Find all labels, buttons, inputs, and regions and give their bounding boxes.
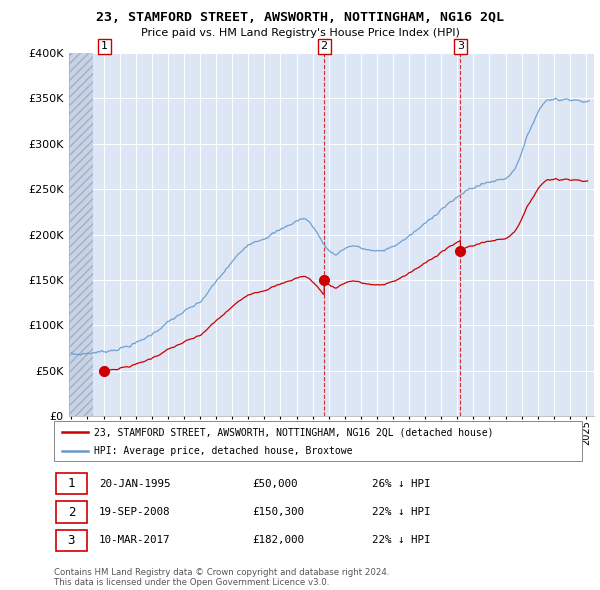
Text: 3: 3 xyxy=(68,534,75,547)
Text: 3: 3 xyxy=(457,41,464,51)
Text: £150,300: £150,300 xyxy=(252,507,304,517)
Text: 19-SEP-2008: 19-SEP-2008 xyxy=(99,507,170,517)
FancyBboxPatch shape xyxy=(54,421,582,461)
FancyBboxPatch shape xyxy=(56,502,87,523)
Text: 2: 2 xyxy=(68,506,75,519)
Text: 2: 2 xyxy=(320,41,328,51)
Text: 20-JAN-1995: 20-JAN-1995 xyxy=(99,479,170,489)
FancyBboxPatch shape xyxy=(56,530,87,551)
Text: £182,000: £182,000 xyxy=(252,536,304,545)
Text: 1: 1 xyxy=(101,41,108,51)
Bar xyxy=(68,53,93,416)
Text: Price paid vs. HM Land Registry's House Price Index (HPI): Price paid vs. HM Land Registry's House … xyxy=(140,28,460,38)
Text: HPI: Average price, detached house, Broxtowe: HPI: Average price, detached house, Brox… xyxy=(94,447,352,456)
Text: This data is licensed under the Open Government Licence v3.0.: This data is licensed under the Open Gov… xyxy=(54,578,329,587)
FancyBboxPatch shape xyxy=(56,473,87,494)
Text: 22% ↓ HPI: 22% ↓ HPI xyxy=(372,536,431,545)
Text: £50,000: £50,000 xyxy=(252,479,298,489)
Text: 22% ↓ HPI: 22% ↓ HPI xyxy=(372,507,431,517)
Text: 23, STAMFORD STREET, AWSWORTH, NOTTINGHAM, NG16 2QL (detached house): 23, STAMFORD STREET, AWSWORTH, NOTTINGHA… xyxy=(94,428,493,438)
Text: 26% ↓ HPI: 26% ↓ HPI xyxy=(372,479,431,489)
Text: 1: 1 xyxy=(68,477,75,490)
Text: Contains HM Land Registry data © Crown copyright and database right 2024.: Contains HM Land Registry data © Crown c… xyxy=(54,568,389,576)
Text: 23, STAMFORD STREET, AWSWORTH, NOTTINGHAM, NG16 2QL: 23, STAMFORD STREET, AWSWORTH, NOTTINGHA… xyxy=(96,11,504,24)
Text: 10-MAR-2017: 10-MAR-2017 xyxy=(99,536,170,545)
